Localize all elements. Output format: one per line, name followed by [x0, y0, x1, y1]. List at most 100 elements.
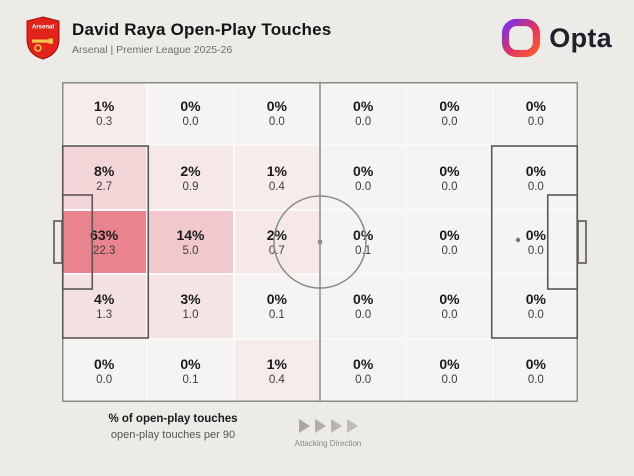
heatmap-grid: 1% 0.3 0% 0.0 0% 0.0 0% 0.0 0% 0.0 0% 0.0 8% 2.7 2% 0.9… — [62, 82, 578, 402]
title-block: David Raya Open-Play Touches Arsenal | P… — [72, 20, 331, 56]
zone-cell: 2% 0.7 — [234, 210, 319, 274]
zone-pct: 2% — [266, 226, 287, 243]
zone-per90: 2.7 — [96, 180, 113, 193]
zone-cell: 0% 0.0 — [493, 210, 578, 274]
zone-pct: 0% — [94, 355, 115, 372]
zone-per90: 1.3 — [96, 309, 113, 322]
opta-logo: Opta — [501, 18, 612, 58]
zone-cell: 0% 0.0 — [493, 275, 578, 338]
zone-pct: 0% — [439, 355, 460, 372]
zone-per90: 0.0 — [441, 244, 458, 257]
zone-per90: 0.0 — [355, 116, 372, 129]
zone-cell: 0% 0.0 — [493, 146, 578, 209]
zone-per90: 0.9 — [182, 180, 199, 193]
zone-per90: 0.0 — [96, 373, 113, 386]
zone-pct: 8% — [94, 162, 115, 179]
zone-pct: 14% — [176, 226, 205, 243]
zone-per90: 0.4 — [268, 180, 285, 193]
zone-cell: 2% 0.9 — [148, 146, 233, 209]
zone-cell: 0% 0.0 — [407, 146, 492, 209]
zone-per90: 0.0 — [527, 180, 544, 193]
legend-primary: % of open-play touches — [108, 413, 238, 425]
zone-pct: 0% — [180, 98, 201, 115]
zone-cell: 0% 0.1 — [148, 339, 233, 402]
zone-per90: 0.0 — [182, 116, 199, 129]
zone-per90: 22.3 — [92, 244, 116, 257]
arrow-right-icon — [314, 419, 326, 433]
zone-cell: 0% 0.0 — [407, 210, 492, 274]
legend-secondary: open-play touches per 90 — [110, 429, 236, 441]
zone-per90: 0.4 — [268, 373, 285, 386]
legend: % of open-play touches open-play touches… — [62, 413, 284, 441]
zone-pct: 0% — [525, 291, 546, 308]
zone-cell: 0% 0.1 — [321, 210, 406, 274]
zone-cell: 0% 0.0 — [321, 146, 406, 209]
zone-pct: 0% — [353, 355, 374, 372]
zone-per90: 0.0 — [441, 309, 458, 322]
zone-per90: 0.0 — [355, 180, 372, 193]
zone-per90: 0.3 — [96, 116, 113, 129]
zone-pct: 0% — [525, 355, 546, 372]
zone-pct: 0% — [525, 98, 546, 115]
arrow-right-icon — [330, 419, 342, 433]
zone-cell: 1% 0.4 — [234, 146, 319, 209]
zone-per90: 1.0 — [182, 309, 199, 322]
zone-cell: 0% 0.0 — [407, 275, 492, 338]
zone-cell: 0% 0.0 — [321, 339, 406, 402]
zone-per90: 0.0 — [527, 373, 544, 386]
arsenal-crest-icon: Arsenal — [26, 16, 60, 60]
zone-per90: 0.0 — [441, 373, 458, 386]
zone-pct: 0% — [353, 98, 374, 115]
zone-cell: 0% 0.0 — [493, 339, 578, 402]
zone-pct: 4% — [94, 291, 115, 308]
page-subtitle: Arsenal | Premier League 2025-26 — [72, 44, 233, 56]
pitch: 1% 0.3 0% 0.0 0% 0.0 0% 0.0 0% 0.0 0% 0.0 8% 2.7 2% 0.9… — [53, 82, 587, 402]
zone-cell: 1% 0.4 — [234, 339, 319, 402]
zone-pct: 0% — [353, 291, 374, 308]
arrow-right-icon — [346, 419, 358, 433]
zone-pct: 1% — [94, 98, 115, 115]
zone-cell: 1% 0.3 — [62, 82, 147, 145]
zone-pct: 3% — [180, 291, 201, 308]
zone-per90: 0.0 — [441, 116, 458, 129]
zone-pct: 0% — [353, 162, 374, 179]
zone-cell: 3% 1.0 — [148, 275, 233, 338]
attacking-direction: Attacking Direction — [282, 419, 374, 448]
arrow-right-icon — [298, 419, 310, 433]
zone-pct: 0% — [525, 226, 546, 243]
zone-cell: 0% 0.1 — [234, 275, 319, 338]
zone-cell: 4% 1.3 — [62, 275, 147, 338]
zone-cell: 0% 0.0 — [407, 339, 492, 402]
zone-pct: 63% — [90, 226, 119, 243]
zone-cell: 0% 0.0 — [321, 82, 406, 145]
zone-pct: 0% — [180, 355, 201, 372]
zone-pct: 0% — [439, 226, 460, 243]
zone-cell: 63% 22.3 — [62, 210, 147, 274]
zone-per90: 0.0 — [355, 373, 372, 386]
zone-per90: 0.7 — [268, 244, 285, 257]
zone-cell: 14% 5.0 — [148, 210, 233, 274]
zone-cell: 8% 2.7 — [62, 146, 147, 209]
zone-pct: 0% — [439, 291, 460, 308]
zone-cell: 0% 0.0 — [321, 275, 406, 338]
attacking-direction-arrows — [282, 419, 374, 433]
zone-pct: 0% — [439, 98, 460, 115]
page-title: David Raya Open-Play Touches — [72, 20, 332, 39]
zone-cell: 0% 0.0 — [234, 82, 319, 145]
zone-per90: 0.1 — [268, 309, 285, 322]
zone-per90: 0.0 — [268, 116, 285, 129]
zone-per90: 0.0 — [355, 309, 372, 322]
zone-cell: 0% 0.0 — [493, 82, 578, 145]
zone-pct: 0% — [266, 98, 287, 115]
zone-pct: 2% — [180, 162, 201, 179]
zone-pct: 0% — [525, 162, 546, 179]
zone-per90: 0.0 — [441, 180, 458, 193]
opta-logo-icon — [502, 18, 541, 58]
zone-per90: 0.0 — [527, 309, 544, 322]
zone-per90: 0.1 — [355, 244, 372, 257]
zone-pct: 1% — [266, 162, 287, 179]
zone-pct: 0% — [266, 291, 287, 308]
zone-per90: 0.0 — [527, 116, 544, 129]
zone-pct: 0% — [439, 162, 460, 179]
